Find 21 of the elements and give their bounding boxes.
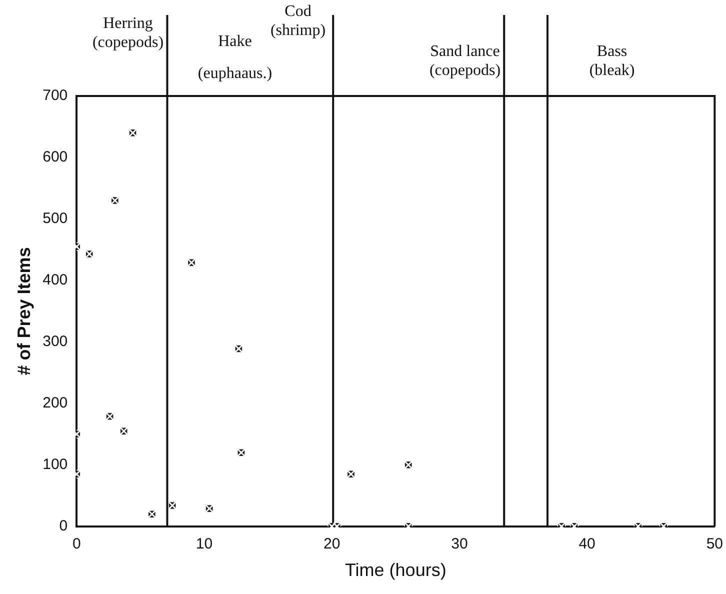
y-tick-label: 100 xyxy=(42,456,68,474)
text: Cod (shrimp) xyxy=(270,3,326,40)
y-axis-title: # of Prey Items xyxy=(14,247,34,376)
text: Bass (bleak) xyxy=(589,43,635,80)
text: Sand lance (copepods) xyxy=(429,43,501,80)
x-tick-label: 10 xyxy=(196,536,213,553)
x-axis-title: Time (hours) xyxy=(344,560,446,580)
y-tick-label: 500 xyxy=(42,210,68,228)
x-tick-label: 20 xyxy=(323,536,340,553)
y-tick-label: 700 xyxy=(42,87,68,104)
x-tick-label: 40 xyxy=(578,536,596,553)
y-tick-label: 400 xyxy=(42,272,68,289)
text: Hake (euphaaus.) xyxy=(198,33,272,82)
y-tick-label: 300 xyxy=(42,333,68,350)
x-tick-label: 50 xyxy=(706,536,723,553)
y-tick-label: 0 xyxy=(59,518,68,535)
x-tick-label: 30 xyxy=(451,536,468,553)
text: Herring (copepods) xyxy=(92,15,164,52)
y-tick-label: 600 xyxy=(42,148,68,166)
y-tick-label: 200 xyxy=(42,394,68,412)
x-tick-label: 0 xyxy=(72,536,81,553)
